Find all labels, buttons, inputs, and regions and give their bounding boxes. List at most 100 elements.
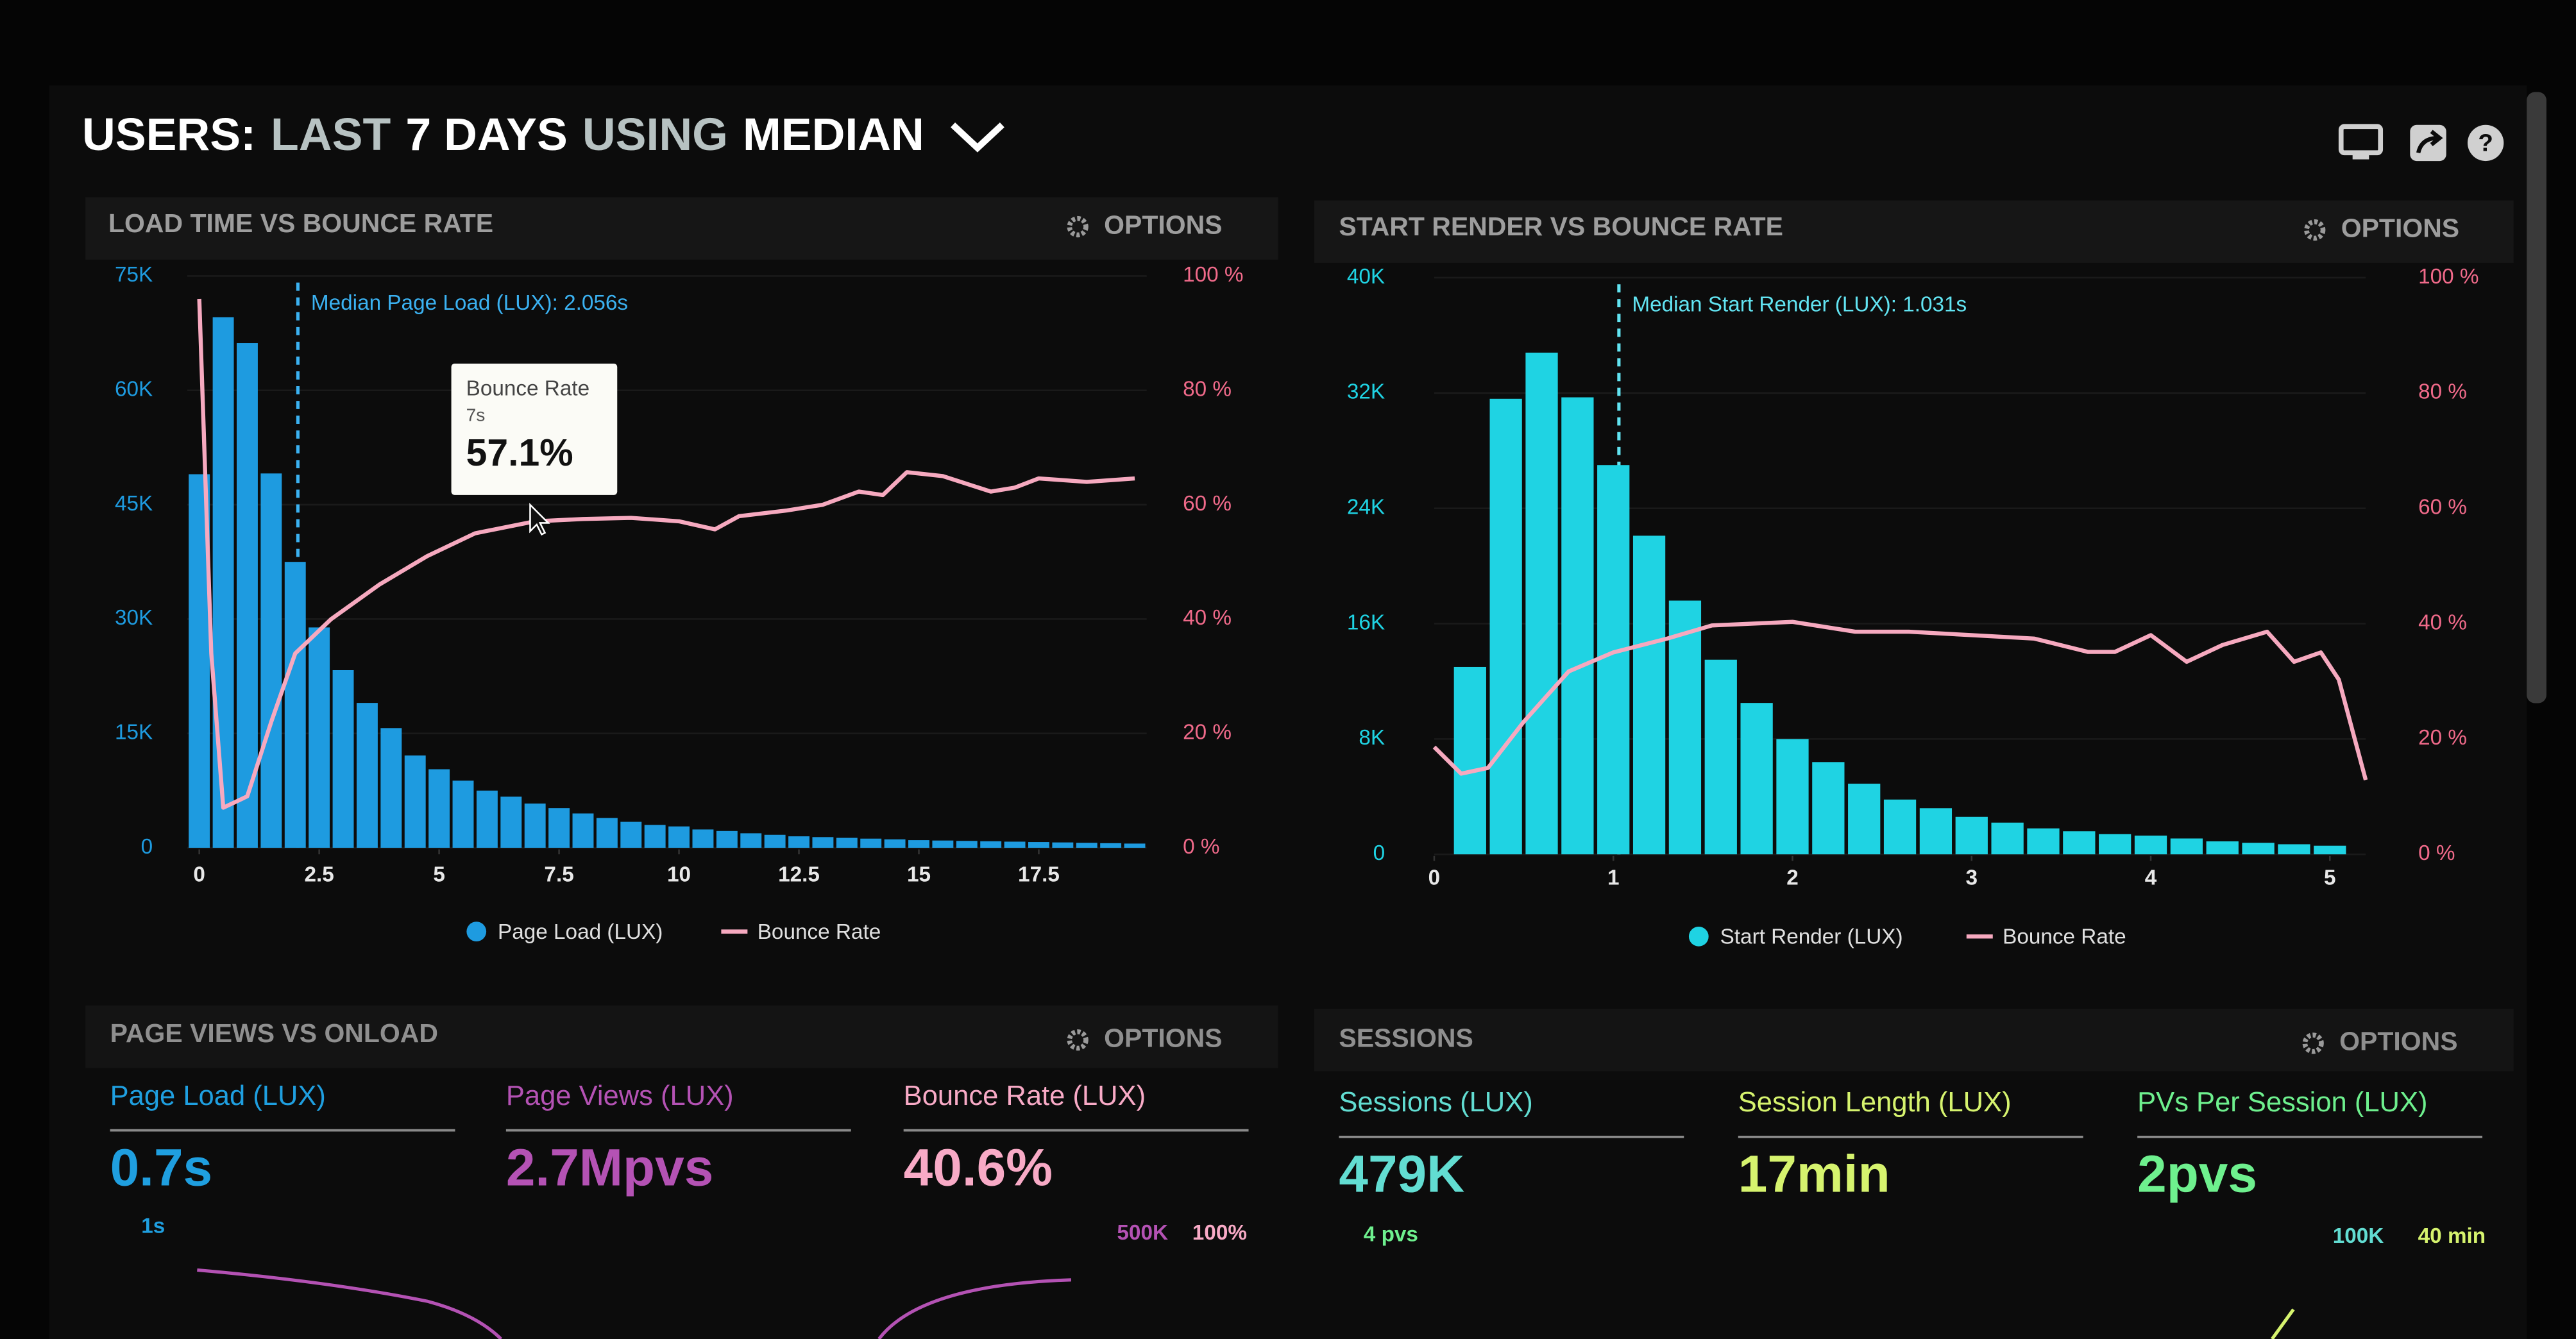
legend-swatch	[466, 922, 487, 942]
tooltip-x: 7s	[466, 404, 486, 425]
y-tick-label: 60K	[115, 378, 153, 401]
mini-line	[2271, 1308, 2295, 1339]
panel-header	[1314, 1009, 2514, 1072]
bar	[332, 670, 354, 848]
panel-title: LOAD TIME VS BOUNCE RATE	[108, 208, 493, 238]
median-label: Median Start Render (LUX): 1.031s	[1632, 292, 1967, 316]
bar	[1740, 703, 1773, 855]
bar	[1776, 739, 1809, 855]
bar	[1453, 666, 1486, 855]
bar	[500, 796, 522, 848]
bar	[2063, 831, 2096, 855]
bar	[1076, 843, 1097, 848]
bar	[2206, 841, 2239, 855]
bar	[980, 841, 1002, 848]
bar	[788, 836, 809, 848]
mini-axis-label: 100K	[2333, 1224, 2384, 1248]
gear-icon	[2304, 219, 2326, 241]
bar	[2170, 838, 2203, 855]
bar	[1848, 784, 1881, 855]
y2-tick-label: 60 %	[2418, 495, 2467, 519]
bar	[1812, 762, 1845, 855]
x-tick-label: 2.5	[305, 863, 334, 886]
share-icon[interactable]	[2410, 124, 2446, 162]
bar	[572, 813, 594, 848]
x-tick-label: 5	[433, 863, 445, 886]
bar	[380, 728, 402, 848]
options-button[interactable]: OPTIONS	[1104, 210, 1222, 239]
y-tick-label: 32K	[1347, 380, 1385, 404]
y2-tick-label: 20 %	[2418, 726, 2467, 750]
mini-line	[877, 1278, 1072, 1339]
bounce-line	[197, 298, 1135, 810]
title-part: MEDIAN	[743, 109, 924, 160]
options-button[interactable]: OPTIONS	[1104, 1023, 1222, 1053]
tooltip-box	[451, 363, 618, 495]
monitor-icon[interactable]	[2338, 124, 2384, 160]
bar	[548, 808, 570, 848]
mini-axis-label: 40 min	[2418, 1224, 2486, 1248]
y2-tick-label: 80 %	[1183, 378, 1232, 401]
y-tick-label: 16K	[1347, 611, 1385, 634]
legend-label: Start Render (LUX)	[1720, 925, 1903, 949]
bar	[692, 829, 714, 848]
bar	[764, 834, 786, 848]
bar	[1525, 352, 1558, 855]
mini-line	[197, 1268, 502, 1339]
page-title: USERS: LAST 7 DAYS USING MEDIAN	[82, 109, 924, 160]
bar	[1919, 808, 1953, 855]
x-tick-label: 2	[1786, 866, 1799, 889]
y2-tick-label: 20 %	[1183, 720, 1232, 744]
bar	[740, 833, 762, 848]
panel-header	[85, 1005, 1278, 1068]
y2-tick-label: 100 %	[2418, 265, 2479, 289]
gear-icon	[2302, 1032, 2324, 1054]
median-label: Median Page Load (LUX): 2.056s	[311, 291, 628, 315]
bar	[836, 838, 858, 848]
bar	[716, 830, 738, 848]
bar	[1489, 398, 1522, 855]
bar	[2242, 843, 2275, 855]
x-tick-label: 0	[1428, 866, 1441, 889]
options-button[interactable]: OPTIONS	[2339, 1027, 2457, 1056]
bar	[1704, 659, 1737, 855]
y2-tick-label: 40 %	[2418, 611, 2467, 634]
bar	[1100, 843, 1122, 848]
dropdown-chevron[interactable]	[951, 122, 1004, 153]
bar	[860, 838, 882, 848]
legend-swatch	[1688, 926, 1709, 947]
options-button[interactable]: OPTIONS	[2341, 213, 2459, 242]
x-tick-label: 4	[2145, 866, 2157, 889]
y-tick-label: 0	[1373, 841, 1385, 865]
y2-tick-label: 0 %	[2418, 841, 2455, 865]
bar	[1028, 842, 1049, 848]
metric-value: 0.7s	[110, 1138, 213, 1197]
y-tick-label: 0	[141, 835, 153, 859]
x-tick-label: 3	[1966, 866, 1978, 889]
help-icon[interactable]: ?	[2467, 124, 2504, 162]
bar	[596, 818, 618, 848]
bounce-line	[1432, 619, 2368, 780]
legend-label: Bounce Rate	[758, 920, 881, 944]
metric-label: Page Load (LUX)	[110, 1081, 326, 1111]
y-tick-label: 45K	[115, 492, 153, 516]
metric-label: Session Length (LUX)	[1738, 1087, 2012, 1118]
panel-title: START RENDER VS BOUNCE RATE	[1339, 212, 1783, 241]
bar	[2134, 835, 2167, 855]
legend-label: Page Load (LUX)	[498, 920, 663, 944]
metric-value: 2.7Mpvs	[506, 1138, 713, 1197]
bar	[1991, 822, 2024, 855]
bar	[476, 790, 498, 848]
y2-tick-label: 0 %	[1183, 835, 1219, 859]
bar	[309, 627, 330, 848]
mini-axis-label: 4 pvs	[1364, 1222, 1418, 1246]
y-tick-label: 15K	[115, 720, 153, 744]
bar	[237, 343, 258, 848]
gear-icon	[1067, 1029, 1089, 1051]
y2-tick-label: 40 %	[1183, 606, 1232, 630]
y-tick-label: 40K	[1347, 265, 1385, 289]
metric-value: 479K	[1339, 1145, 1464, 1204]
legend-label: Bounce Rate	[2003, 925, 2126, 949]
